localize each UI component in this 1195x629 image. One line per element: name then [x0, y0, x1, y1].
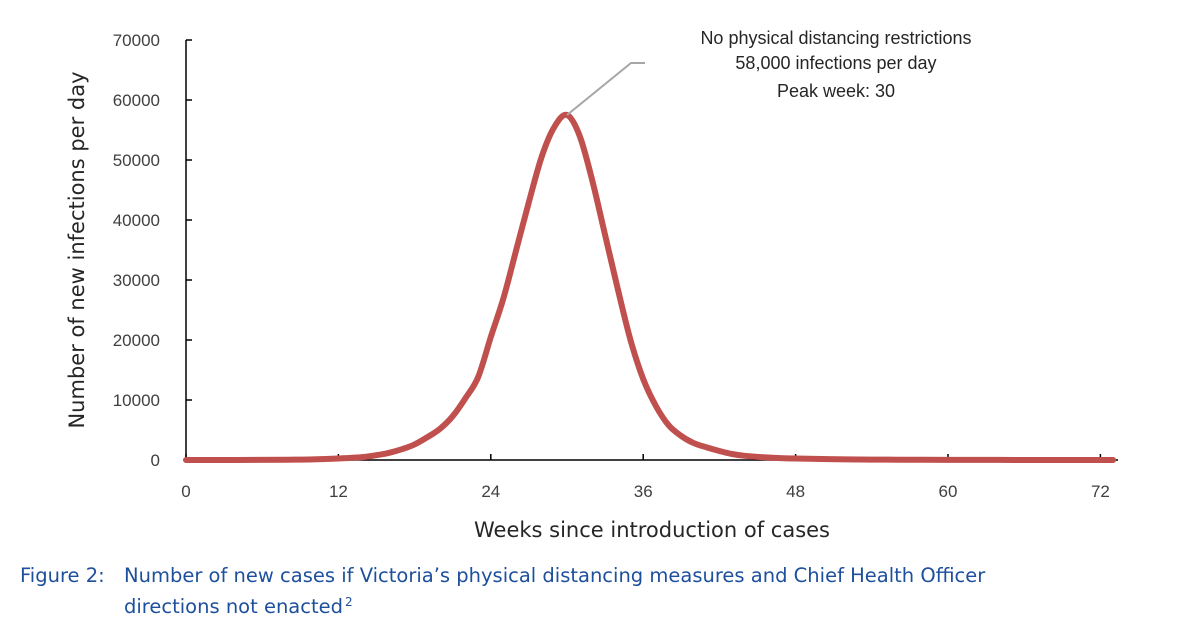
series-layer — [183, 111, 1117, 464]
annotation-line-1: No physical distancing restrictions — [700, 28, 971, 48]
series-line — [183, 111, 1117, 464]
x-tick-label: 24 — [481, 482, 500, 501]
figure-number: Figure 2: — [20, 564, 105, 587]
x-tick-label: 72 — [1091, 482, 1110, 501]
x-tick-label: 36 — [634, 482, 653, 501]
y-axis: 0 10000 20000 30000 40000 50000 60000 70000 — [113, 31, 192, 470]
annotation: No physical distancing restrictions 58,0… — [566, 28, 972, 116]
figure-caption: Figure 2: Number of new cases if Victoria… — [20, 563, 1180, 620]
x-tick-label: 60 — [939, 482, 958, 501]
x-tick-label: 48 — [786, 482, 805, 501]
x-tick-label: 12 — [329, 482, 348, 501]
y-tick-label: 60000 — [113, 91, 160, 110]
chart: 0 10000 20000 30000 40000 50000 60000 70000 0 12… — [65, 28, 1118, 542]
x-tick-label: 0 — [181, 482, 190, 501]
y-tick-label: 40000 — [113, 211, 160, 230]
y-tick-label: 70000 — [113, 31, 160, 50]
y-tick-label: 0 — [151, 451, 160, 470]
caption-text-line-2: directions not enacted — [124, 595, 343, 618]
footnote-reference: 2 — [345, 595, 353, 609]
annotation-line-3: Peak week: 30 — [777, 81, 895, 101]
caption-text-line-1: Number of new cases if Victoria’s physic… — [124, 564, 986, 587]
y-tick-label: 50000 — [113, 151, 160, 170]
y-tick-label: 20000 — [113, 331, 160, 350]
y-tick-label: 30000 — [113, 271, 160, 290]
x-axis-title: Weeks since introduction of cases — [474, 518, 830, 542]
y-axis-title: Number of new infections per day — [65, 71, 89, 428]
y-tick-label: 10000 — [113, 391, 160, 410]
annotation-line-2: 58,000 infections per day — [735, 53, 936, 73]
annotation-leader-line — [566, 62, 645, 116]
